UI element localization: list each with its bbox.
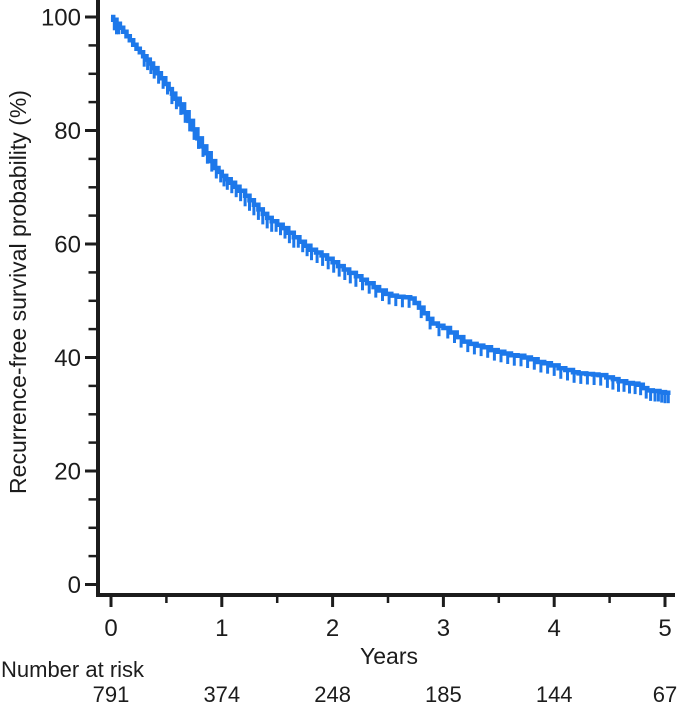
y-tick-label: 60: [54, 232, 81, 259]
x-tick-label: 2: [326, 615, 339, 642]
x-axis-label: Years: [360, 643, 418, 669]
number-at-risk-row: 791 374 248 185 144 67: [93, 682, 678, 704]
number-at-risk-label: Number at risk: [1, 657, 145, 682]
risk-count: 248: [314, 682, 351, 704]
x-tick-label: 5: [658, 615, 671, 642]
y-tick-label: 0: [68, 572, 81, 599]
risk-count: 374: [203, 682, 240, 704]
tick-layer: [85, 15, 667, 607]
x-tick-label: 0: [104, 615, 117, 642]
y-tick-label: 80: [54, 118, 81, 145]
km-curve: [110, 14, 671, 395]
y-tick-label: 20: [54, 459, 81, 486]
risk-count: 67: [653, 682, 677, 704]
y-axis-label: Recurrence-free survival probability (%): [5, 90, 31, 494]
curve-layer: [110, 14, 671, 404]
y-tick-label: 100: [41, 5, 81, 32]
risk-count: 791: [93, 682, 130, 704]
axes-layer: [96, 0, 675, 597]
risk-count: 144: [536, 682, 573, 704]
risk-count: 185: [425, 682, 462, 704]
x-tick-label: 4: [548, 615, 561, 642]
y-tick-label: 40: [54, 345, 81, 372]
tick-label-layer: 0 20 40 60 80 100 0 1 2 3 4 5: [41, 5, 672, 643]
x-tick-label: 1: [215, 615, 228, 642]
x-tick-label: 3: [437, 615, 450, 642]
